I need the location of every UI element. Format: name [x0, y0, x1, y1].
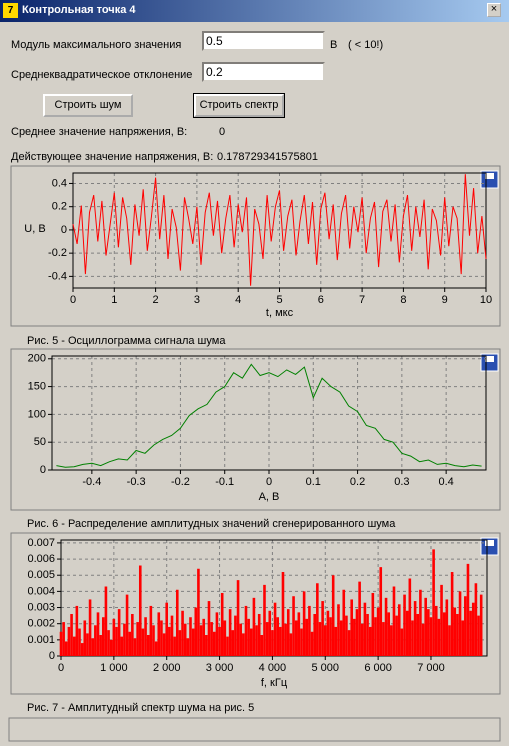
title-bar: [0, 0, 509, 22]
x-tick-label: 5: [276, 294, 282, 306]
y-tick-label: 0.004: [27, 585, 55, 597]
x-tick-label: 0.4: [438, 476, 453, 488]
data-line: [72, 174, 487, 286]
y-tick-label: 0.001: [27, 634, 55, 646]
unit-label: В: [330, 39, 338, 51]
status-bar: [8, 717, 501, 742]
x-tick-label: 0.2: [350, 476, 365, 488]
x-tick-label: 6 000: [364, 662, 392, 674]
y-tick-label: 0.006: [27, 553, 55, 565]
x-tick-label: 0.1: [306, 476, 321, 488]
y-tick-label: -0.2: [48, 247, 67, 259]
x-tick-label: 0: [70, 294, 76, 306]
note-label: ( < 10!): [348, 39, 384, 51]
stat-value: 0: [219, 126, 226, 138]
x-tick-label: 5 000: [312, 662, 340, 674]
y-tick-label: 0.4: [52, 177, 67, 189]
x-tick-label: 3 000: [206, 662, 234, 674]
x-tick-label: 10: [480, 294, 492, 306]
y-tick-label: 200: [28, 353, 46, 365]
y-tick-label: 0.005: [27, 569, 55, 581]
chart-caption: Рис. 5 - Осциллограмма сигнала шума: [27, 335, 226, 347]
chart-panel: [10, 348, 501, 511]
x-tick-label: -0.3: [127, 476, 146, 488]
stat-label: Среднее значение напряжения, В:: [11, 126, 188, 138]
x-tick-label: 7: [359, 294, 365, 306]
stat-label: Действующее значение напряжения, В:: [11, 151, 214, 163]
save-button[interactable]: [480, 537, 499, 556]
y-tick-label: 0.002: [27, 618, 55, 630]
x-tick-label: 3: [194, 294, 200, 306]
y-tick-label: -0.4: [48, 270, 67, 282]
button[interactable]: Строить шум: [43, 94, 133, 117]
y-tick-label: 0.003: [27, 601, 55, 613]
window-title: Контрольная точка 4: [22, 4, 136, 16]
field-label: Модуль максимального значения: [11, 39, 182, 51]
x-tick-label: 6: [318, 294, 324, 306]
save-button[interactable]: [480, 170, 499, 189]
button[interactable]: Строить спектр: [193, 93, 285, 118]
chart-caption: Рис. 7 - Амплитудный спектр шума на рис.…: [27, 702, 254, 714]
close-button[interactable]: ×: [487, 3, 501, 17]
x-tick-label: 2: [153, 294, 159, 306]
y-axis-label: U, В: [24, 223, 45, 235]
y-tick-label: 150: [28, 380, 46, 392]
x-tick-label: -0.1: [215, 476, 234, 488]
x-tick-label: 4 000: [259, 662, 287, 674]
x-tick-label: 7 000: [417, 662, 445, 674]
y-tick-label: 100: [28, 408, 46, 420]
text-input[interactable]: 0.2: [202, 62, 325, 82]
x-tick-label: 9: [442, 294, 448, 306]
y-tick-label: 0.007: [27, 537, 55, 549]
x-axis-label: A, В: [259, 491, 280, 503]
x-tick-label: 4: [235, 294, 241, 306]
chart-caption: Рис. 6 - Распределение амплитудных значе…: [27, 518, 396, 530]
x-tick-label: 0.3: [394, 476, 409, 488]
chart-panel: [10, 165, 501, 327]
field-label: Среднеквадратическое отклонение: [11, 69, 193, 81]
y-tick-label: 50: [34, 436, 46, 448]
y-tick-label: 0: [49, 650, 55, 662]
chart-panel: [10, 532, 501, 695]
x-tick-label: -0.4: [82, 476, 101, 488]
text-input[interactable]: 0.5: [202, 31, 325, 51]
x-tick-label: -0.2: [171, 476, 190, 488]
x-tick-label: 1 000: [100, 662, 128, 674]
data-line: [56, 363, 482, 468]
app-icon: 7: [3, 3, 18, 18]
save-button[interactable]: [480, 353, 499, 372]
y-tick-label: 0.2: [52, 201, 67, 213]
y-tick-label: 0: [40, 464, 46, 476]
x-axis-label: t, мкс: [266, 307, 294, 319]
x-tick-label: 2 000: [153, 662, 181, 674]
x-tick-label: 1: [111, 294, 117, 306]
plot-frame: [72, 172, 487, 289]
stat-value: 0.178729341575801: [217, 151, 318, 163]
x-tick-label: 0: [58, 662, 64, 674]
x-axis-label: f, кГц: [261, 677, 288, 689]
x-tick-label: 0: [266, 476, 272, 488]
x-tick-label: 8: [400, 294, 406, 306]
y-tick-label: 0: [61, 224, 67, 236]
plot-frame: [51, 355, 487, 471]
